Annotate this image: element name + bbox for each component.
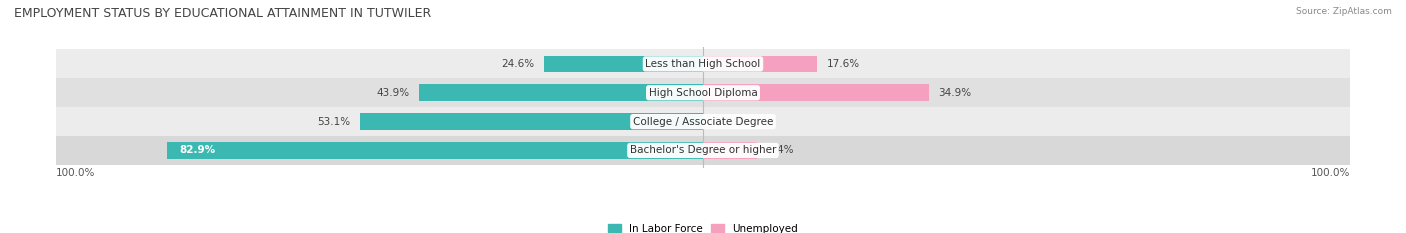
- Legend: In Labor Force, Unemployed: In Labor Force, Unemployed: [605, 219, 801, 233]
- Text: 53.1%: 53.1%: [316, 116, 350, 127]
- Text: EMPLOYMENT STATUS BY EDUCATIONAL ATTAINMENT IN TUTWILER: EMPLOYMENT STATUS BY EDUCATIONAL ATTAINM…: [14, 7, 432, 20]
- Bar: [703, 142, 758, 159]
- Bar: [360, 113, 703, 130]
- Text: 0.0%: 0.0%: [713, 116, 740, 127]
- Bar: [419, 84, 703, 101]
- Text: 100.0%: 100.0%: [1310, 168, 1350, 178]
- Text: Source: ZipAtlas.com: Source: ZipAtlas.com: [1296, 7, 1392, 16]
- Bar: [703, 84, 929, 101]
- Text: College / Associate Degree: College / Associate Degree: [633, 116, 773, 127]
- Text: High School Diploma: High School Diploma: [648, 88, 758, 98]
- Bar: [56, 136, 1350, 165]
- Bar: [56, 78, 1350, 107]
- Text: 43.9%: 43.9%: [377, 88, 409, 98]
- Text: Less than High School: Less than High School: [645, 59, 761, 69]
- Text: Bachelor's Degree or higher: Bachelor's Degree or higher: [630, 145, 776, 155]
- Text: 82.9%: 82.9%: [180, 145, 217, 155]
- Bar: [167, 142, 703, 159]
- Text: 17.6%: 17.6%: [827, 59, 859, 69]
- Bar: [56, 107, 1350, 136]
- Text: 100.0%: 100.0%: [56, 168, 96, 178]
- Bar: [703, 55, 817, 72]
- Text: 8.4%: 8.4%: [768, 145, 793, 155]
- Bar: [56, 49, 1350, 78]
- Text: 24.6%: 24.6%: [501, 59, 534, 69]
- Text: 34.9%: 34.9%: [938, 88, 972, 98]
- Bar: [544, 55, 703, 72]
